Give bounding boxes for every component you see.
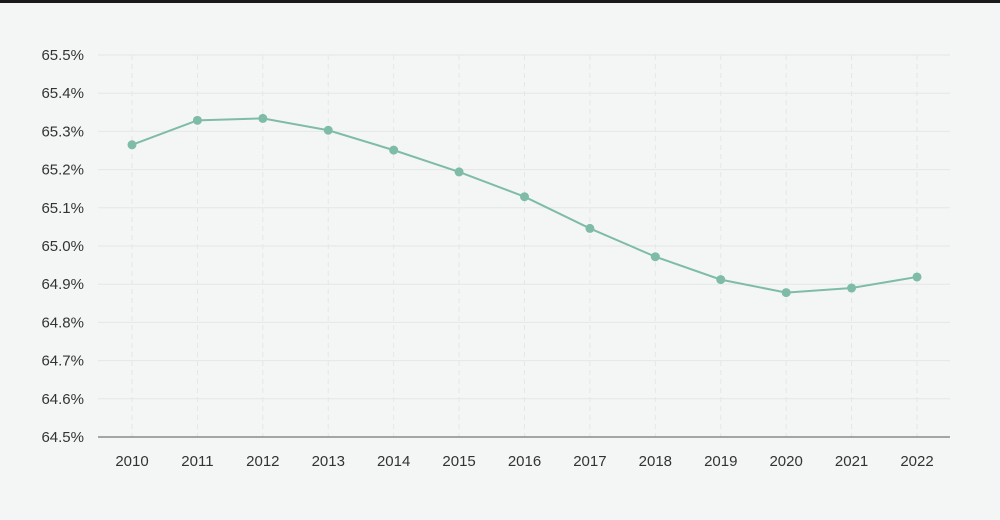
data-point xyxy=(454,167,464,177)
y-tick-label: 65.2% xyxy=(41,162,84,179)
x-tick-label: 2012 xyxy=(246,453,279,470)
x-tick-label: 2015 xyxy=(442,453,475,470)
grid-lines xyxy=(98,54,950,437)
y-tick-label: 64.5% xyxy=(41,429,84,446)
y-tick-label: 64.9% xyxy=(41,276,84,293)
x-tick-label: 2016 xyxy=(508,453,541,470)
x-tick-label: 2021 xyxy=(835,453,868,470)
data-point xyxy=(127,140,137,150)
data-point xyxy=(258,113,268,123)
x-tick-label: 2017 xyxy=(573,453,606,470)
x-tick-label: 2011 xyxy=(181,453,213,470)
x-tick-label: 2010 xyxy=(115,453,148,470)
y-tick-label: 64.7% xyxy=(41,353,84,370)
y-tick-labels: 65.5% 65.4% 65.3% 65.2% 65.1% 65.0% 64.9% 64.8%… xyxy=(41,47,84,446)
data-point xyxy=(520,192,529,202)
y-tick-label: 65.4% xyxy=(41,85,84,102)
x-tick-label: 2013 xyxy=(312,453,345,470)
data-point xyxy=(781,288,791,298)
top-border xyxy=(0,0,1000,3)
data-point xyxy=(650,252,660,262)
x-tick-label: 2018 xyxy=(639,453,672,470)
data-point xyxy=(716,275,726,285)
data-point xyxy=(323,125,333,135)
x-tick-label: 2019 xyxy=(704,453,737,470)
y-tick-label: 65.3% xyxy=(41,123,84,140)
data-point xyxy=(192,115,202,125)
data-point xyxy=(585,223,595,233)
data-point xyxy=(912,272,922,282)
y-tick-label: 64.6% xyxy=(41,391,84,408)
y-tick-label: 65.0% xyxy=(41,238,84,255)
data-point xyxy=(847,283,857,293)
data-point xyxy=(389,145,399,155)
series xyxy=(127,113,922,298)
y-tick-label: 65.5% xyxy=(41,47,84,64)
x-tick-labels: 2010 2011 2012 2013 2014 2015 2016 2017 2018 2019… xyxy=(115,453,933,470)
x-tick-label: 2020 xyxy=(769,453,802,470)
y-tick-label: 64.8% xyxy=(41,314,84,331)
y-tick-label: 65.1% xyxy=(41,200,84,217)
x-tick-label: 2022 xyxy=(900,453,933,470)
x-tick-label: 2014 xyxy=(377,453,410,470)
